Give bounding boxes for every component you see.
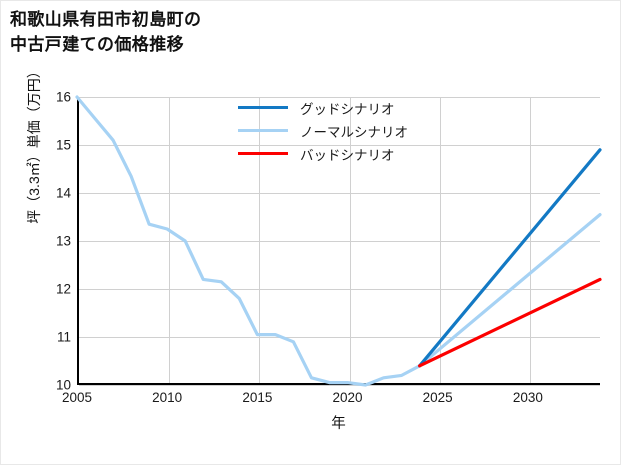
y-axis-tick-label: 14 [55, 185, 71, 201]
gridline-horizontal [79, 289, 600, 290]
gridline-horizontal [79, 97, 600, 98]
gridline-horizontal [79, 385, 600, 386]
series-line-good [418, 148, 602, 368]
y-axis-tick-label: 10 [55, 377, 71, 393]
x-axis-label: 年 [331, 416, 346, 432]
x-axis-ticks: 2005 2010 2015 2020 2025 2030 [62, 390, 600, 412]
y-axis-tick-label: 16 [55, 89, 71, 105]
gridline-vertical [529, 97, 531, 383]
x-axis-tick-label: 2015 [242, 390, 273, 405]
legend-item-label: グッドシナリオ [300, 101, 395, 117]
gridline-horizontal [79, 145, 600, 146]
legend-color-swatch [238, 129, 288, 132]
chart-title: 和歌山県有田市初島町の 中古戸建ての価格推移 [10, 10, 202, 54]
x-axis-tick-label: 2030 [512, 390, 543, 405]
gridline-horizontal [79, 337, 600, 338]
gridline-vertical [439, 97, 441, 383]
y-axis-tick-label: 12 [55, 281, 71, 297]
gridline-horizontal [79, 241, 600, 242]
y-axis-tick-label: 13 [55, 233, 71, 249]
y-axis-tick-label: 15 [55, 137, 71, 153]
x-axis-tick-label: 2025 [422, 390, 453, 405]
x-axis-tick-label: 2010 [152, 390, 183, 405]
legend-color-swatch [238, 152, 288, 155]
legend-item[interactable]: グッドシナリオ [238, 96, 438, 119]
chart-legend: グッドシナリオ ノーマルシナリオ バッドシナリオ [238, 96, 438, 165]
gridline-vertical [259, 97, 261, 383]
y-axis-label: 坪（3.3㎡）単価（万円） [26, 64, 42, 224]
x-axis-tick-label: 2020 [332, 390, 363, 405]
gridline-horizontal [79, 193, 600, 194]
chart-canvas [75, 95, 602, 387]
legend-item[interactable]: バッドシナリオ [238, 142, 438, 165]
legend-item[interactable]: ノーマルシナリオ [238, 119, 438, 142]
legend-item-label: バッドシナリオ [300, 147, 395, 163]
series-line-normal [75, 95, 602, 387]
legend-color-swatch [238, 106, 288, 109]
x-axis-tick-label: 2005 [61, 390, 93, 405]
series-line-bad [418, 277, 602, 368]
y-axis-tick-label: 11 [56, 329, 71, 345]
y-axis-ticks: 10 11 12 13 14 15 16 [0, 90, 71, 393]
legend-item-label: ノーマルシナリオ [300, 124, 408, 140]
gridline-vertical [349, 97, 351, 383]
gridline-vertical [169, 97, 171, 383]
